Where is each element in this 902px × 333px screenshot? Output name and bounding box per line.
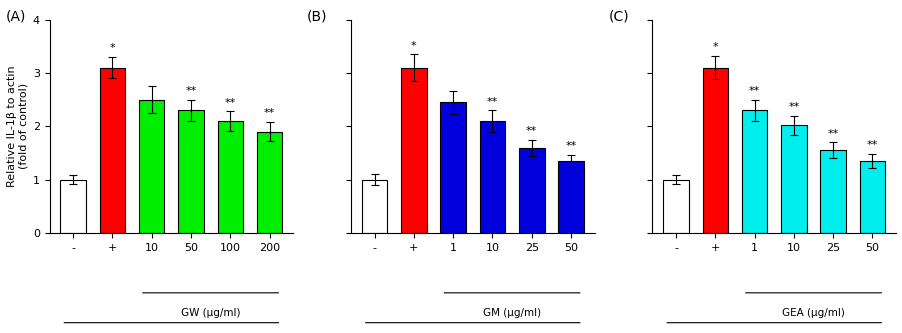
Bar: [741, 111, 767, 233]
Bar: [362, 180, 387, 233]
Text: **: **: [565, 141, 576, 151]
Bar: [479, 121, 504, 233]
Text: (A): (A): [5, 9, 26, 23]
Text: **: **: [826, 129, 838, 139]
Text: **: **: [486, 97, 498, 107]
Bar: [519, 148, 544, 233]
Bar: [859, 161, 884, 233]
Bar: [663, 180, 688, 233]
Text: *: *: [712, 42, 717, 52]
Bar: [139, 100, 164, 233]
Bar: [440, 103, 465, 233]
Y-axis label: Relative IL-1β to actin
(fold of control): Relative IL-1β to actin (fold of control…: [7, 66, 29, 187]
Text: **: **: [748, 86, 759, 96]
Bar: [702, 68, 727, 233]
Text: **: **: [787, 102, 798, 112]
Bar: [99, 68, 125, 233]
Bar: [178, 111, 204, 233]
Bar: [557, 161, 584, 233]
Text: *: *: [109, 43, 115, 53]
Text: (B): (B): [307, 9, 327, 23]
Bar: [217, 121, 243, 233]
Bar: [400, 68, 426, 233]
Text: GM (μg/ml): GM (μg/ml): [483, 308, 540, 318]
Text: **: **: [225, 98, 235, 108]
Text: (C): (C): [608, 9, 629, 23]
Bar: [60, 180, 86, 233]
Text: **: **: [866, 141, 877, 151]
Text: *: *: [410, 41, 416, 51]
Text: **: **: [185, 86, 197, 96]
Text: **: **: [526, 126, 537, 136]
Text: **: **: [263, 109, 275, 119]
Bar: [256, 132, 282, 233]
Bar: [820, 151, 845, 233]
Bar: [780, 125, 805, 233]
Text: GW (μg/ml): GW (μg/ml): [180, 308, 240, 318]
Text: GEA (μg/ml): GEA (μg/ml): [781, 308, 844, 318]
